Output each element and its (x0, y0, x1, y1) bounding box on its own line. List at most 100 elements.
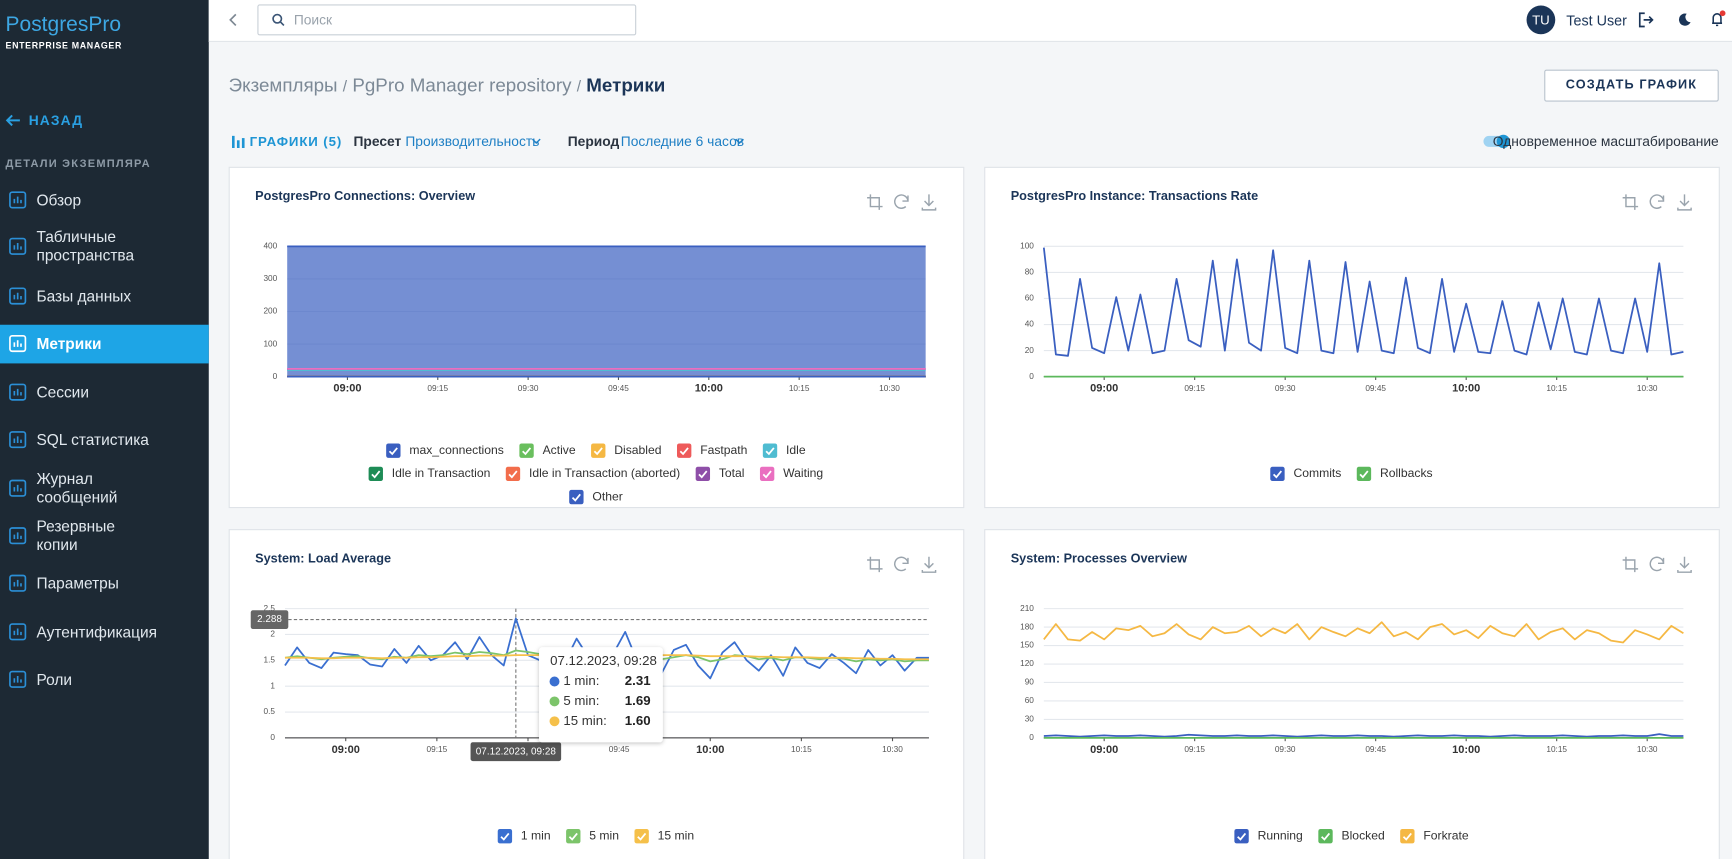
breadcrumb[interactable]: PgPro Manager repository (352, 75, 572, 97)
refresh-button[interactable] (894, 194, 909, 209)
x-tick-label: 10:30 (1637, 745, 1658, 754)
legend-item[interactable]: Idle in Transaction (368, 466, 491, 482)
menu-item[interactable]: Обзор (0, 181, 209, 220)
period-select[interactable]: Последние 6 часов (620, 133, 745, 150)
icon (1622, 194, 1639, 210)
notifications-icon[interactable] (1709, 10, 1727, 28)
create-chart-button[interactable]: СОЗДАТЬ ГРАФИК (1544, 69, 1719, 102)
legend-check (1321, 832, 1331, 841)
zoom-button[interactable] (867, 556, 883, 573)
legend-check (568, 832, 578, 841)
legend-item[interactable]: 15 min (634, 828, 694, 844)
icon (867, 194, 883, 210)
series-line (1043, 733, 1684, 738)
x-tick-label: 09:45 (1365, 384, 1386, 393)
download-button[interactable] (1677, 194, 1692, 211)
menu-item[interactable]: Табличные пространства (0, 224, 209, 268)
logo: PostgresPro (5, 13, 122, 37)
legend-item[interactable]: max_connections (386, 443, 504, 458)
menu-item[interactable]: Роли (0, 660, 209, 699)
period-label: Период (567, 133, 620, 150)
legend-check (508, 470, 518, 479)
search-box[interactable]: Поиск (257, 4, 637, 36)
x-tick-label: 09:45 (608, 384, 629, 393)
download-button[interactable] (921, 556, 937, 573)
logout-icon[interactable] (1638, 12, 1654, 28)
legend-label: Total (719, 466, 745, 480)
x-tick-label: 09:00 (1090, 383, 1118, 395)
y-tick-label: 40 (1025, 320, 1035, 329)
menu-item[interactable]: Параметры (0, 564, 209, 603)
collapse-icon[interactable] (229, 13, 238, 26)
legend-item[interactable]: Forkrate (1400, 828, 1469, 844)
breadcrumb-current: Метрики (586, 75, 666, 97)
y-tick-label: 0 (273, 372, 278, 381)
refresh-button[interactable] (1649, 194, 1665, 209)
x-tick-label: 09:00 (1090, 744, 1118, 756)
legend-check (1402, 832, 1412, 841)
preset-select[interactable]: Производительность (405, 133, 540, 150)
section-label: ДЕТАЛИ ЭКЗЕМПЛЯРА (5, 157, 151, 171)
icon (1649, 556, 1665, 572)
download-button[interactable] (1677, 556, 1692, 573)
y-tick-label: 30 (1025, 715, 1035, 724)
y-tick-label: 0 (270, 733, 275, 742)
zoom-button[interactable] (1622, 194, 1639, 210)
zoom-button[interactable] (1622, 556, 1639, 573)
tooltip-value: 1.60 (625, 713, 651, 728)
legend-item[interactable]: Active (519, 443, 576, 458)
y-tick-label: 100 (1020, 242, 1034, 251)
legend-item[interactable]: Blocked (1318, 828, 1385, 844)
legend-check (500, 832, 510, 841)
legend-item[interactable]: Commits (1270, 466, 1341, 482)
user-name[interactable]: Test User (1566, 12, 1627, 29)
menu-item[interactable]: SQL статистика (0, 420, 209, 459)
download-button[interactable] (921, 194, 937, 211)
legend-checkbox (566, 828, 581, 844)
theme-icon[interactable] (1677, 12, 1692, 27)
legend-item[interactable]: Rollbacks (1356, 466, 1433, 482)
menu-item[interactable]: Резервные копии (0, 516, 209, 555)
legend-item[interactable]: 1 min (497, 828, 551, 844)
legend-item[interactable]: Disabled (591, 443, 662, 458)
legend-item[interactable]: Idle (762, 443, 806, 458)
x-tick-label: 10:30 (882, 745, 903, 754)
legend-checkbox (695, 466, 711, 482)
menu-item[interactable]: Аутентификация (0, 612, 209, 651)
menu-item[interactable]: Метрики (0, 324, 209, 363)
x-tick-label: 10:15 (1546, 384, 1567, 393)
menu-label: Аутентификация (36, 622, 158, 641)
menu-label: Табличные пространства (36, 227, 135, 264)
x-tick-label: 09:15 (1184, 384, 1205, 393)
legend-label: Blocked (1342, 828, 1385, 842)
legend-item[interactable]: Running (1234, 828, 1303, 844)
chevron (735, 138, 744, 145)
legend-item[interactable]: 5 min (566, 828, 619, 844)
legend-item[interactable]: Idle in Transaction (aborted) (505, 466, 680, 482)
legend-label: Idle in Transaction (392, 466, 491, 480)
refresh-button[interactable] (894, 556, 909, 572)
charts-tab[interactable]: ГРАФИКИ (5) (249, 133, 343, 150)
x-tick-label: 09:30 (1275, 745, 1296, 754)
refresh-button[interactable] (1649, 556, 1665, 572)
legend-label: Forkrate (1423, 828, 1468, 842)
back-link[interactable]: НАЗАД (28, 112, 84, 129)
tooltip-dot (549, 696, 560, 707)
breadcrumb[interactable]: Экземпляры (228, 75, 338, 97)
chart-panel (984, 529, 1720, 859)
menu-item[interactable]: Сессии (0, 373, 209, 412)
legend-check (571, 493, 581, 502)
legend-item[interactable]: Waiting (759, 466, 823, 482)
legend-item[interactable]: Other (569, 489, 623, 505)
avatar[interactable]: TU (1526, 5, 1556, 35)
legend-item[interactable]: Total (695, 466, 745, 482)
legend-check (765, 447, 775, 456)
legend-item[interactable]: Fastpath (677, 443, 747, 458)
zoom-button[interactable] (867, 194, 883, 210)
legend-check (1272, 470, 1283, 479)
menu-item[interactable]: Журнал сообщений (0, 469, 209, 508)
menu-item[interactable]: Базы данных (0, 277, 209, 316)
menu-icon (9, 191, 27, 209)
sync-zoom-toggle[interactable] (1482, 134, 1513, 149)
menu-label: Резервные копии (36, 516, 115, 554)
